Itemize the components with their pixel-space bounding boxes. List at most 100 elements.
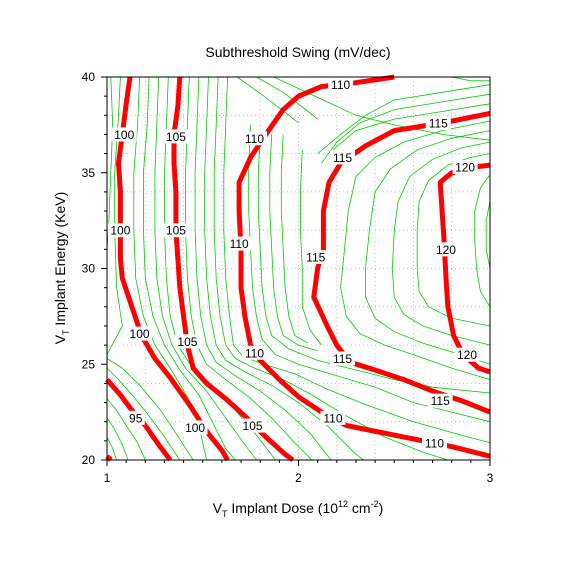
contour-label: 105 [166,130,186,144]
contour-label: 95 [129,411,143,425]
contour-label-background [303,250,329,265]
major-contour-line-110 [236,74,491,459]
minor-contour-line [300,149,322,346]
contour-label: 120 [436,243,456,257]
contour-label-background [127,326,153,341]
x-label-unit-exponent: -2 [371,499,379,509]
minor-contour-line [154,76,257,461]
minor-contour-line [317,84,491,154]
minor-contour-line [321,93,491,164]
y-tick-label: 30 [82,262,96,276]
minor-contour-line [106,417,129,461]
x-label-exponent: 12 [338,499,348,509]
contour-label-background [241,131,267,146]
contour-label: 105 [166,224,186,238]
chart-title: Subthreshold Swing (mV/dec) [205,44,390,60]
x-tick-label: 3 [487,471,494,485]
contour-label: 115 [431,394,450,408]
y-tick-label: 35 [82,166,96,180]
y-tick-label: 25 [82,357,96,371]
contour-label-background [452,160,478,175]
contour-label-background [241,345,267,360]
contour-label-background [163,223,189,238]
minor-contour-line [257,134,491,394]
minor-contour-line [474,174,491,308]
x-label-main: V [213,500,223,516]
contour-label-background [328,77,354,92]
contour-label-background [421,435,447,450]
contour-label: 100 [130,327,150,341]
contour-label: 120 [457,348,477,362]
y-axis-label: VT Implant Energy (KeV) [52,192,71,345]
minor-contour-line [269,134,318,352]
contour-label-background [425,115,451,130]
y-label-main: V [52,334,68,344]
contour-label-background [427,393,453,408]
contour-label: 110 [425,436,444,450]
major-contour-line-115 [311,110,491,415]
contour-label: 100 [185,421,205,435]
minor-contour-line [391,141,491,346]
minor-contour-line [273,76,491,141]
minor-contour-line [164,76,276,461]
x-label-text: Implant Dose (10 [228,500,339,516]
y-tick-label: 20 [82,453,96,467]
contour-label-background [320,410,346,425]
contour-label-background [226,236,252,251]
minor-contour-line [106,358,194,461]
contour-label: 105 [177,335,197,349]
contour-label-background [126,410,145,425]
contour-label-background [240,418,266,433]
y-label-subscript: T [61,329,71,335]
minor-contour-line [106,436,117,461]
minor-contour-line [332,103,491,151]
contour-label: 100 [110,224,130,238]
contour-label-background [330,351,356,366]
contour-label-background [330,150,356,165]
contour-label: 120 [455,161,475,175]
contour-label-background [107,223,133,238]
x-label-subscript: T [222,509,228,519]
contour-label: 100 [114,128,134,142]
x-tick-label: 1 [104,471,111,485]
contour-labels: 95 100 100 100 100 105 105 105 105 110 110 110 110 11… [107,77,480,450]
major-contour-line-95 [105,454,113,462]
contour-label: 110 [323,411,342,425]
minor-contour-line [365,130,491,365]
contour-label-background [454,347,480,362]
x-tick-label: 2 [295,471,302,485]
contour-label: 110 [230,237,249,251]
contour-label-background [433,242,459,257]
minor-contour-line [236,76,299,124]
contour-label: 115 [333,151,352,165]
contour-label-background [174,334,200,349]
major-contour-line-100 [116,76,230,462]
contour-label: 110 [245,132,264,146]
minor-contour-line [106,367,181,461]
minor-contour-line [451,76,490,82]
minor-contour-line [106,398,146,461]
contour-label-background [182,420,208,435]
contour-label: 115 [306,251,325,265]
minor-contour-line [340,120,491,380]
minor-contour-line [485,201,491,269]
x-label-close: ) [379,500,384,516]
contour-label: 110 [331,78,350,92]
minor-contour-line [248,124,491,423]
contour-label-background [163,129,189,144]
minor-contour-line [280,134,309,344]
x-axis-label: VT Implant Dose (1012 cm-2) [213,499,384,519]
contour-label: 115 [429,116,448,130]
minor-contour-line [194,76,332,461]
contour-label: 115 [333,352,352,366]
minor-contour-line [143,76,236,461]
contour-label-background [111,127,137,142]
x-label-unit: cm [348,500,371,516]
y-tick-label: 40 [82,70,96,84]
contour-label: 110 [245,346,264,360]
contour-label: 105 [243,419,263,433]
axis-ticks: 1 2 3 20 25 30 35 40 [82,70,494,485]
y-label-text: Implant Energy (KeV) [52,192,68,330]
